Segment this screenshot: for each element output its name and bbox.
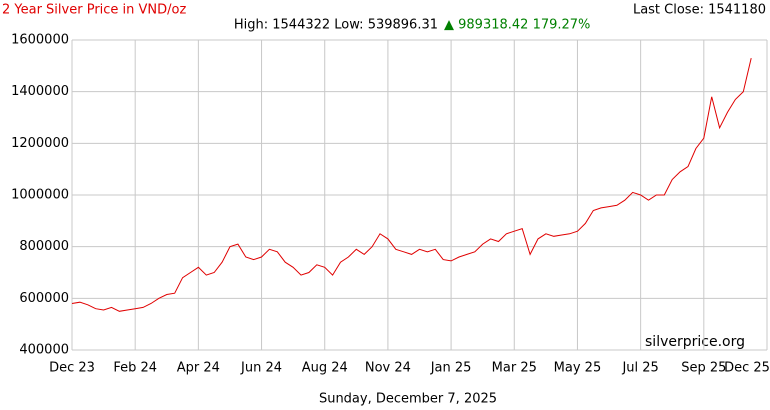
high-low: High: 1544322 Low: 539896.31 [234, 18, 438, 33]
last-close: Last Close: 1541180 [633, 3, 766, 18]
x-tick-label: Jul 25 [621, 361, 658, 376]
y-tick-label: 1600000 [11, 33, 69, 48]
x-tick-label: Mar 25 [492, 361, 537, 376]
price-line [71, 57, 752, 312]
y-tick-label: 1400000 [11, 84, 69, 99]
date-label: Sunday, December 7, 2025 [319, 392, 497, 407]
x-tick-label: Apr 24 [177, 361, 220, 376]
x-tick-label: Jun 24 [240, 361, 282, 376]
x-tick-label: Aug 24 [302, 361, 348, 376]
y-tick-label: 1000000 [11, 188, 69, 203]
change: ▲ 989318.42 179.27% [444, 18, 590, 33]
watermark: silverprice.org [645, 334, 745, 350]
chart-title: 2 Year Silver Price in VND/oz [2, 3, 186, 18]
x-tick-label: Nov 24 [365, 361, 411, 376]
y-tick-label: 800000 [19, 239, 69, 254]
x-tick-label: Dec 25 [724, 361, 770, 376]
x-tick-label: Feb 24 [113, 361, 157, 376]
y-tick-label: 400000 [19, 343, 69, 358]
y-tick-label: 1200000 [11, 136, 69, 151]
x-tick-label: Dec 23 [49, 361, 95, 376]
x-tick-label: Jan 25 [430, 361, 472, 376]
x-tick-label: Sep 25 [681, 361, 726, 376]
x-tick-label: May 25 [554, 361, 602, 376]
y-tick-label: 600000 [19, 291, 69, 306]
